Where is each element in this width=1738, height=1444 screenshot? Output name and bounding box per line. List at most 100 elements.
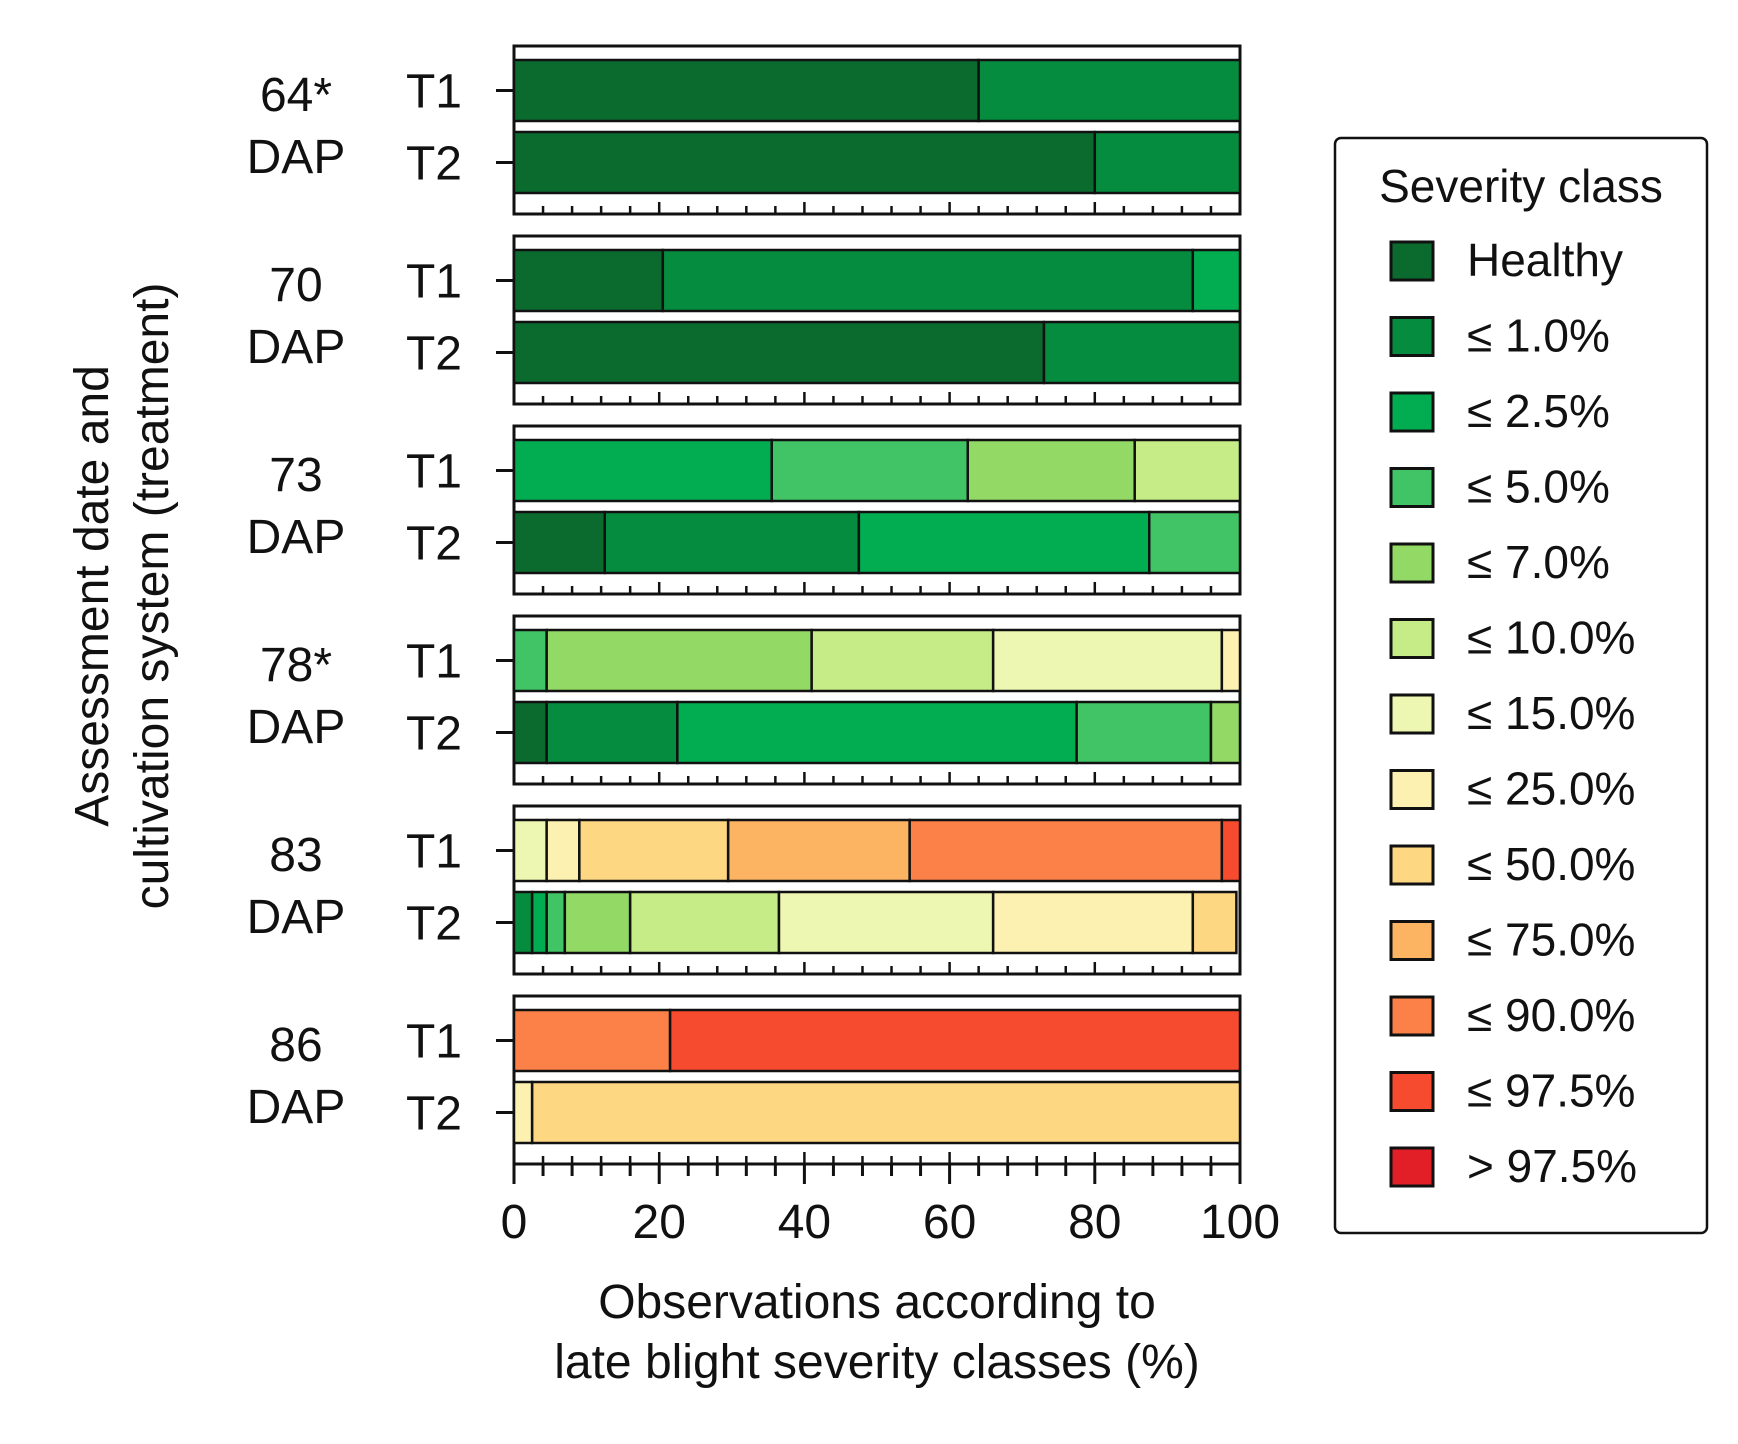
bar-segment <box>1191 248 1242 313</box>
legend-swatch <box>1389 240 1435 282</box>
bar-segment <box>512 1080 534 1145</box>
bar-segment <box>545 628 813 693</box>
bar-segment <box>512 130 1097 195</box>
legend-label: ≤ 5.0% <box>1467 461 1610 513</box>
bar-segment <box>1191 890 1238 955</box>
bar-segment <box>628 890 781 955</box>
legend-swatch <box>1389 467 1435 508</box>
dap-label: DAP <box>247 891 346 944</box>
date-label: 70 <box>269 259 322 312</box>
treatment-label: T2 <box>406 518 462 571</box>
bar-segment <box>512 700 548 765</box>
date-label: 73 <box>269 449 322 502</box>
bar-segment <box>563 890 632 955</box>
legend-swatch <box>1389 769 1435 810</box>
bar-segment <box>908 818 1224 883</box>
legend-label: ≤ 1.0% <box>1467 310 1610 362</box>
bar-segment <box>512 320 1046 385</box>
x-tick-label: 40 <box>778 1196 831 1249</box>
bar-segment <box>603 510 861 575</box>
dap-label: DAP <box>247 701 346 754</box>
legend-swatch <box>1389 1071 1435 1112</box>
treatment-label: T1 <box>406 1016 462 1069</box>
legend-swatch <box>1389 316 1435 357</box>
bar-segment <box>512 1008 672 1073</box>
x-tick-label: 60 <box>923 1196 976 1249</box>
bar-segment <box>1093 130 1242 195</box>
bar-segment <box>668 1008 1242 1073</box>
bar-segment <box>770 438 969 503</box>
bar-segment <box>512 510 606 575</box>
date-label: 78* <box>260 639 332 692</box>
dap-label: DAP <box>247 321 346 374</box>
bar-segment <box>1209 700 1242 765</box>
bar-segment <box>977 58 1242 123</box>
legend-label: ≤ 10.0% <box>1467 612 1635 664</box>
bar-segment <box>1075 700 1213 765</box>
y-axis-title-line-1: Assessment date and <box>66 365 119 827</box>
legend-swatch <box>1389 1146 1435 1188</box>
bar-segment <box>530 1080 1242 1145</box>
bar-segment <box>1042 320 1242 385</box>
x-tick-label: 20 <box>633 1196 686 1249</box>
legend-label: ≤ 2.5% <box>1467 385 1610 437</box>
treatment-label: T2 <box>406 898 462 951</box>
bar-segment <box>991 628 1224 693</box>
x-tick-label: 100 <box>1200 1196 1280 1249</box>
treatment-label: T1 <box>406 66 462 119</box>
bar-segment <box>545 818 581 883</box>
legend-label: ≤ 75.0% <box>1467 914 1635 966</box>
bar-segment <box>661 248 1195 313</box>
x-tick-label: 80 <box>1068 1196 1121 1249</box>
legend-label: ≤ 15.0% <box>1467 687 1635 739</box>
legend-swatch <box>1389 618 1435 659</box>
legend-swatch <box>1389 844 1435 886</box>
dap-label: DAP <box>247 511 346 564</box>
bar-segment <box>1133 438 1242 503</box>
legend-label: ≤ 25.0% <box>1467 763 1635 815</box>
bar-segment <box>530 890 548 955</box>
treatment-label: T2 <box>406 328 462 381</box>
treatment-label: T2 <box>406 138 462 191</box>
bar-segment <box>966 438 1136 503</box>
x-axis-title-line-2: late blight severity classes (%) <box>554 1336 1200 1389</box>
bar-segment <box>545 890 567 955</box>
legend-swatch <box>1389 920 1435 961</box>
bar-segment <box>726 818 911 883</box>
bar-segment <box>810 628 995 693</box>
date-label: 83 <box>269 829 322 882</box>
legend-label: ≤ 97.5% <box>1467 1065 1635 1117</box>
bar-segment <box>1220 628 1242 693</box>
legend-swatch <box>1389 693 1435 735</box>
legend-label: ≤ 50.0% <box>1467 838 1635 890</box>
bar-segment <box>512 628 548 693</box>
date-label: 64* <box>260 69 332 122</box>
bar-segment <box>512 58 980 123</box>
dap-label: DAP <box>247 1081 346 1134</box>
bar-segment <box>578 818 730 883</box>
legend-swatch <box>1389 995 1435 1037</box>
legend-label: > 97.5% <box>1467 1140 1637 1192</box>
legend-label: ≤ 90.0% <box>1467 989 1635 1041</box>
treatment-label: T2 <box>406 708 462 761</box>
bar-segment <box>512 818 548 883</box>
bar-segment <box>857 510 1151 575</box>
bar-segment <box>1220 818 1242 883</box>
dap-label: DAP <box>247 131 346 184</box>
legend-swatch <box>1389 391 1435 433</box>
legend-label: ≤ 7.0% <box>1467 536 1610 588</box>
legend-swatch <box>1389 542 1435 584</box>
x-tick-label: 0 <box>501 1196 528 1249</box>
bar-segment <box>512 438 773 503</box>
treatment-label: T1 <box>406 446 462 499</box>
bar-segment <box>545 700 679 765</box>
legend-title: Severity class <box>1379 160 1663 212</box>
bar-segment <box>1148 510 1242 575</box>
bar-segment <box>512 890 534 955</box>
bar-segment <box>991 890 1195 955</box>
legend-label: Healthy <box>1467 234 1623 286</box>
treatment-label: T1 <box>406 636 462 689</box>
treatment-label: T2 <box>406 1088 462 1141</box>
